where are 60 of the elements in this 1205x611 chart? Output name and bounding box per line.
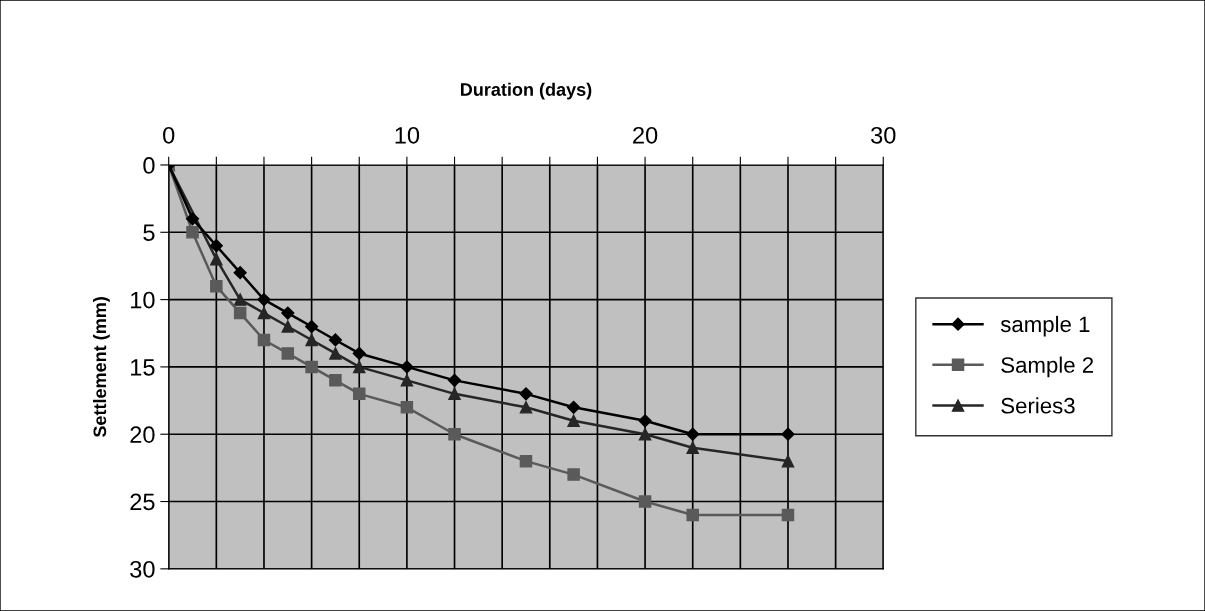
y-tick-label: 5 xyxy=(143,224,155,242)
x-tick-label: 10 xyxy=(395,126,420,144)
point xyxy=(233,266,247,280)
point xyxy=(257,293,271,307)
point xyxy=(567,400,581,414)
point xyxy=(257,306,271,320)
point xyxy=(686,508,699,522)
point xyxy=(352,360,366,374)
legend-label: sample 1 xyxy=(1000,315,1090,337)
point xyxy=(233,306,247,320)
y-tick-label: 0 xyxy=(143,157,155,174)
point xyxy=(305,319,319,334)
point xyxy=(400,374,414,387)
point xyxy=(329,347,342,360)
point xyxy=(329,374,342,387)
point xyxy=(686,427,700,441)
point xyxy=(305,360,318,374)
point xyxy=(781,508,795,522)
point xyxy=(400,401,414,414)
point xyxy=(638,495,652,508)
point xyxy=(352,346,366,361)
point xyxy=(210,279,223,293)
legend-label: Series3 xyxy=(1001,397,1075,414)
y-tick-label: 25 xyxy=(130,493,155,511)
point xyxy=(281,320,295,333)
point xyxy=(519,387,533,401)
point xyxy=(281,306,295,320)
point xyxy=(400,360,414,374)
point xyxy=(781,454,795,468)
point xyxy=(328,333,343,347)
point xyxy=(781,427,795,441)
point xyxy=(305,333,318,347)
x-tick-label: 20 xyxy=(633,126,658,144)
y-tick-label: 10 xyxy=(131,291,155,309)
point xyxy=(257,333,271,347)
y-tick-label: 15 xyxy=(131,359,155,376)
legend-label: Sample 2 xyxy=(1001,356,1094,378)
point xyxy=(638,427,652,441)
point xyxy=(210,252,223,266)
point xyxy=(519,401,533,414)
point xyxy=(352,387,366,401)
point xyxy=(185,212,200,226)
point xyxy=(209,239,223,253)
point xyxy=(448,387,461,401)
y-axis-title: Settlement (mm) xyxy=(92,297,110,438)
point xyxy=(519,454,533,468)
point xyxy=(567,414,580,428)
point xyxy=(281,347,295,360)
x-tick-label: 30 xyxy=(871,126,896,144)
point xyxy=(233,293,247,306)
y-tick-label: 30 xyxy=(130,560,155,578)
x-tick-label: 0 xyxy=(163,126,175,144)
point xyxy=(447,373,462,387)
point xyxy=(448,427,461,441)
point xyxy=(186,226,199,239)
y-tick-label: 20 xyxy=(130,426,155,444)
point xyxy=(638,414,652,428)
point xyxy=(567,468,580,481)
x-axis-title: Duration (days) xyxy=(460,82,592,100)
point xyxy=(686,441,699,454)
